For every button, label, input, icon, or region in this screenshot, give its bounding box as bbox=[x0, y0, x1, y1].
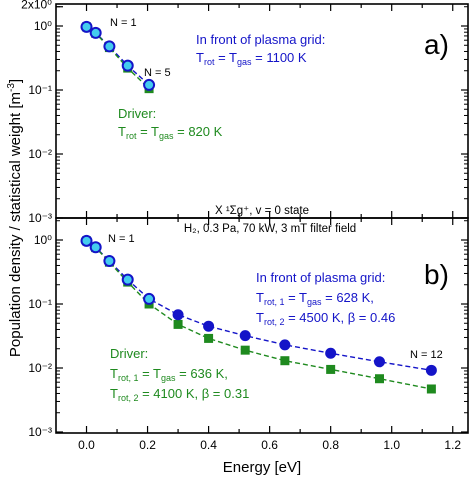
panel-b-green-line1: Trot, 1 = Tgas = 636 K, bbox=[110, 366, 228, 383]
panel-b-point-grid bbox=[239, 330, 251, 342]
panel-b-ytick-label: 10⁰ bbox=[34, 233, 52, 247]
panel-b-blue-line1: Trot, 1 = Tgas = 628 K, bbox=[256, 290, 374, 307]
panel-a-ytick-label: 10⁻² bbox=[28, 147, 52, 161]
panel-a-point-grid bbox=[103, 40, 116, 53]
panel-b-point-grid bbox=[143, 292, 156, 305]
panel-a-series-line-driver bbox=[86, 26, 150, 90]
panel-b-point-grid bbox=[121, 273, 134, 286]
chart-marks: 10⁰ 10⁻¹ 10⁻² 10⁻³ 2x10⁰ 10⁰ 10⁻¹ 10⁻² 10⁻³ 0.0 0.… bbox=[21, 0, 468, 452]
panel-b-green-title: Driver: bbox=[110, 346, 148, 361]
panel-b-ytick-label: 10⁻³ bbox=[28, 425, 52, 439]
panel-b-point-grid bbox=[373, 356, 385, 368]
panel-b-green-line2: Trot, 2 = 4100 K, β = 0.31 bbox=[110, 386, 249, 403]
y-axis-label: Population density / statistical weight … bbox=[6, 79, 24, 357]
panel-a-ytick-label: 2x10⁰ bbox=[21, 0, 52, 12]
panel-a-series-line-grid bbox=[86, 26, 150, 86]
y-axis-label-unit: -3 bbox=[6, 83, 17, 92]
panel-a-green-title: Driver: bbox=[118, 106, 156, 121]
panel-b-ytick-label: 10⁻² bbox=[28, 361, 52, 375]
panel-a-point-grid bbox=[80, 20, 93, 33]
panel-a-blue-title: In front of plasma grid: bbox=[196, 32, 325, 47]
panel-b-label: b) bbox=[424, 259, 449, 290]
panel-b-xtick-label: 0.8 bbox=[322, 438, 339, 452]
panel-b-point-driver bbox=[326, 364, 336, 374]
panel-b-point-grid bbox=[203, 320, 215, 332]
state-title: X ¹Σg⁺, v = 0 state bbox=[215, 205, 309, 217]
panel-a-ytick-label: 10⁻¹ bbox=[28, 83, 52, 97]
panel-b-point-grid bbox=[80, 234, 93, 247]
panel-a-point-grid bbox=[143, 78, 156, 91]
panel-b-point-driver bbox=[374, 374, 384, 384]
panel-b-point-driver bbox=[426, 384, 436, 394]
panel-b-xtick-label: 0.6 bbox=[261, 438, 278, 452]
panel-a-blue-line1: Trot = Tgas = 1100 K bbox=[196, 50, 307, 67]
panel-b-point-driver bbox=[280, 356, 290, 366]
panel-b-point-grid bbox=[425, 364, 437, 376]
panel-b-point-driver bbox=[240, 345, 250, 355]
panel-b-point-grid bbox=[89, 241, 102, 254]
panel-b-xtick-label: 0.0 bbox=[78, 438, 95, 452]
panel-a-point-grid bbox=[89, 26, 102, 39]
panel-b-blue-title: In front of plasma grid: bbox=[256, 270, 385, 285]
panel-b-point-grid bbox=[325, 347, 337, 359]
panel-b-xtick-label: 0.4 bbox=[200, 438, 217, 452]
panel-a-label: a) bbox=[424, 29, 449, 60]
panel-b-xtick-label: 0.2 bbox=[139, 438, 156, 452]
panel-b-n-last: N = 12 bbox=[410, 349, 443, 361]
panel-b-point-grid bbox=[279, 339, 291, 351]
panel-a-ytick-label: 10⁻³ bbox=[28, 211, 52, 225]
panel-b-point-driver bbox=[173, 319, 183, 329]
panel-b-ytick-label: 10⁻¹ bbox=[28, 297, 52, 311]
x-axis-label: Energy [eV] bbox=[223, 459, 301, 476]
panel-b-xtick-label: 1.2 bbox=[444, 438, 461, 452]
panel-b-point-grid bbox=[172, 309, 184, 321]
panel-b-frame bbox=[55, 217, 469, 434]
panel-a-n-last: N = 5 bbox=[144, 67, 171, 79]
panel-b-xtick-label: 1.0 bbox=[383, 438, 400, 452]
panel-b-blue-line2: Trot, 2 = 4500 K, β = 0.46 bbox=[256, 310, 395, 327]
condition-title: H₂, 0.3 Pa, 70 kW, 3 mT filter field bbox=[184, 223, 356, 235]
panel-a-point-grid bbox=[121, 59, 134, 72]
panel-a-ytick-label: 10⁰ bbox=[34, 19, 52, 33]
panel-b-point-driver bbox=[204, 333, 214, 343]
panel-b-n-first: N = 1 bbox=[108, 233, 135, 245]
panel-a-n-first: N = 1 bbox=[110, 17, 137, 29]
panel-b-point-grid bbox=[103, 254, 116, 267]
panel-a-green-line1: Trot = Tgas = 820 K bbox=[118, 124, 223, 141]
